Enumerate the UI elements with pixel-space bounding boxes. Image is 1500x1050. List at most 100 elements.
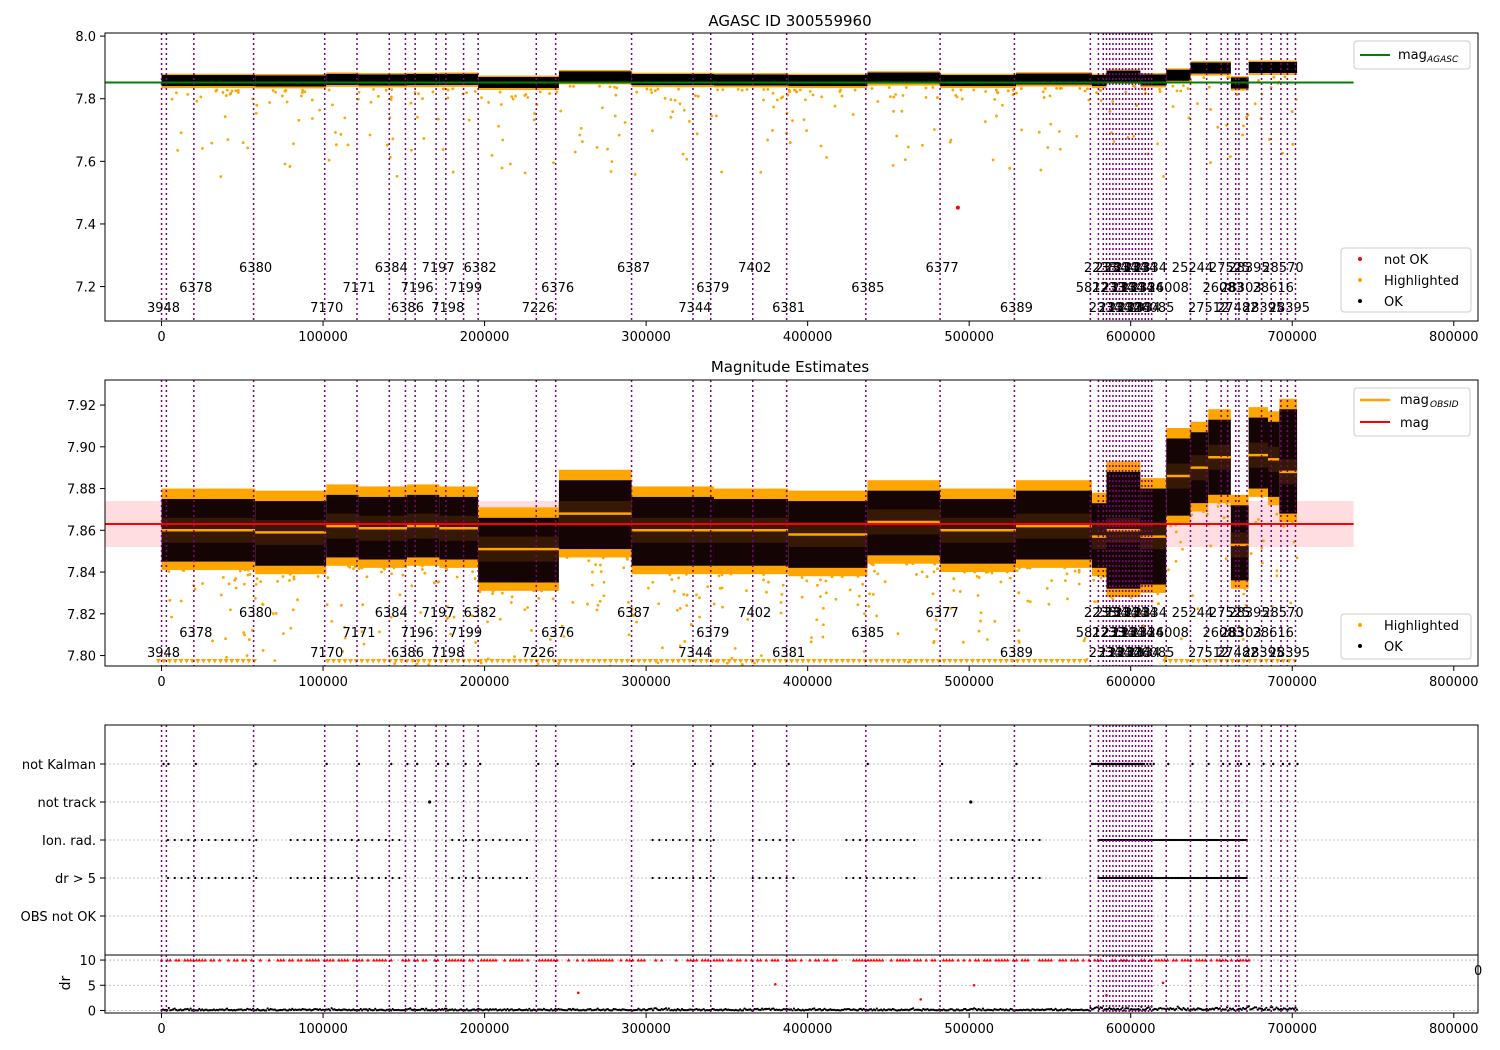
dr-point xyxy=(1255,1006,1258,1009)
highlighted-point xyxy=(871,592,875,596)
flag-point xyxy=(525,876,529,880)
highlighted-points-band xyxy=(478,88,559,90)
flag-point-not-kalman xyxy=(162,762,165,766)
highlighted-point xyxy=(613,85,616,89)
highlighted-point xyxy=(538,90,542,94)
highlighted-point xyxy=(1281,151,1284,155)
x-tick-label: 100000 xyxy=(298,675,348,690)
highlighted-point xyxy=(932,570,936,574)
highlighted-points-band xyxy=(1016,72,1092,74)
highlighted-point xyxy=(255,103,259,107)
highlighted-point xyxy=(795,90,799,94)
obsid-label: 2334 xyxy=(1111,281,1144,296)
flag-point xyxy=(792,838,795,842)
flag-point-not-kalman xyxy=(1239,762,1243,766)
category-label: not track xyxy=(37,796,96,811)
dr-clipped-marker xyxy=(726,958,731,962)
highlighted-point xyxy=(673,98,677,102)
highlighted-point xyxy=(470,614,474,617)
obsid-label: 2334 xyxy=(1111,626,1144,641)
flag-point-not-kalman xyxy=(866,762,870,766)
highlighted-point xyxy=(934,618,938,622)
obsid-label: 2233 xyxy=(1084,261,1117,276)
highlighted-point xyxy=(1020,128,1024,132)
highlighted-point xyxy=(497,124,501,128)
flag-point xyxy=(712,876,715,880)
clipped-marker xyxy=(675,659,681,664)
dr-clipped-marker xyxy=(895,958,899,962)
dr-clipped-marker xyxy=(700,958,705,962)
highlighted-point xyxy=(635,620,639,624)
highlighted-point xyxy=(1017,629,1021,632)
highlighted-points-band xyxy=(161,73,256,75)
dr-outlier-point xyxy=(972,983,976,987)
flag-point xyxy=(858,876,862,880)
dr-clipped-marker xyxy=(232,958,237,962)
dr-clipped-marker xyxy=(1093,958,1097,962)
obsid-label: 6381 xyxy=(772,301,805,316)
flag-point-not-kalman xyxy=(1135,762,1138,766)
clipped-marker xyxy=(557,659,563,664)
dr-clipped-marker xyxy=(715,958,719,962)
highlighted-point xyxy=(920,570,924,574)
obsid-label: 26008 xyxy=(1148,626,1189,641)
dr-clipped-marker xyxy=(575,958,580,962)
obsid-label: 6380 xyxy=(239,606,272,621)
highlighted-point xyxy=(972,88,976,92)
flag-point xyxy=(751,876,754,880)
legend-subscript: AGASC xyxy=(1426,55,1459,65)
highlighted-point xyxy=(1015,569,1019,573)
clipped-marker xyxy=(381,659,387,664)
dr-point xyxy=(1119,1008,1123,1011)
dr-outlier-point xyxy=(774,982,777,986)
highlighted-point xyxy=(362,642,366,646)
highlighted-point xyxy=(1063,566,1066,570)
obsid-label: 7199 xyxy=(449,626,482,641)
flag-point-not-kalman xyxy=(1236,762,1239,766)
highlighted-point xyxy=(661,646,664,650)
obsid-label: 28395 xyxy=(1269,301,1310,316)
clipped-marker xyxy=(998,659,1004,664)
highlighted-point xyxy=(548,638,552,641)
highlighted-point xyxy=(745,87,749,91)
highlighted-point xyxy=(958,590,962,593)
obsid-label: 27525 xyxy=(1209,261,1250,276)
flag-point xyxy=(1018,876,1021,880)
ok-points-band xyxy=(788,74,868,87)
clipped-marker xyxy=(1173,659,1179,664)
highlighted-point xyxy=(578,133,582,137)
dr-clipped-marker xyxy=(316,958,321,962)
highlighted-point xyxy=(808,90,812,93)
obsid-label: 6389 xyxy=(1000,301,1033,316)
highlighted-point xyxy=(413,90,417,94)
dr-point xyxy=(818,1008,822,1011)
obsid-label: 2334 xyxy=(1118,301,1151,316)
highlighted-point xyxy=(1216,125,1220,129)
highlighted-point xyxy=(994,114,998,118)
obsid-label: 7196 xyxy=(401,626,434,641)
dr-clipped-marker xyxy=(188,958,193,962)
flag-point xyxy=(899,838,902,842)
highlighted-point xyxy=(1156,602,1160,606)
highlighted-point xyxy=(668,573,672,576)
dr-point xyxy=(1148,1008,1152,1011)
highlighted-points-band xyxy=(407,557,440,566)
dr-clipped-marker xyxy=(784,958,789,962)
axes-frame xyxy=(104,954,1479,1014)
highlighted-point xyxy=(415,662,419,666)
clipped-marker xyxy=(969,659,975,664)
highlighted-point xyxy=(361,603,365,607)
highlighted-point xyxy=(906,145,910,149)
highlighted-point xyxy=(1295,556,1299,560)
flag-point xyxy=(478,876,481,880)
dr-clipped-marker xyxy=(508,958,513,962)
dr-point xyxy=(1205,1007,1208,1010)
highlighted-point xyxy=(856,575,860,578)
dr-point xyxy=(506,1007,509,1011)
dr-clipped-marker xyxy=(1014,958,1019,962)
highlighted-point xyxy=(718,586,722,590)
dr-point xyxy=(358,1009,361,1012)
highlighted-point xyxy=(261,649,265,652)
clipped-marker xyxy=(721,659,727,664)
